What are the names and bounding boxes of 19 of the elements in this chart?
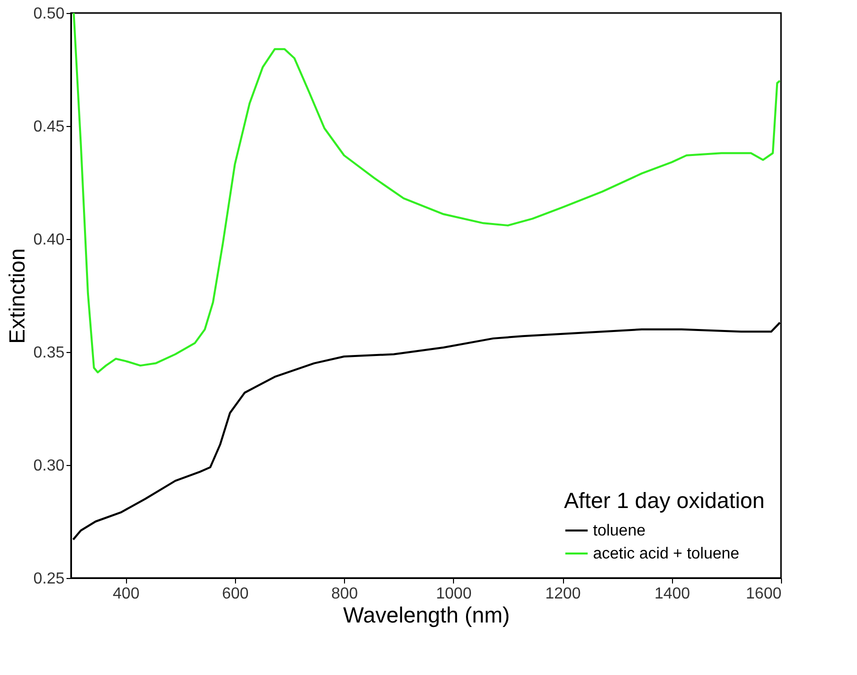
- y-tick-label: 0.45: [33, 118, 65, 136]
- y-tick-label: 0.40: [33, 232, 65, 248]
- x-tick-label: 1400: [654, 586, 690, 602]
- legend-label: toluene: [593, 522, 646, 540]
- y-tick-label: 0.25: [33, 570, 65, 588]
- legend-title: After 1 day oxidation: [564, 488, 765, 513]
- x-tick-label: 1000: [436, 586, 472, 602]
- y-tick-label: 0.35: [33, 344, 65, 362]
- x-tick-label: 1200: [545, 586, 581, 602]
- x-tick-label: 600: [222, 586, 249, 602]
- x-tick-label: 1600: [746, 586, 782, 602]
- x-axis-title: Wavelength (nm): [343, 602, 510, 628]
- x-tick-label: 400: [112, 586, 140, 602]
- y-axis-title: Extinction: [4, 248, 30, 344]
- line-series: [72, 13, 781, 374]
- legend-label: acetic acid + toluene: [593, 546, 740, 562]
- y-tick-label: 0.30: [33, 458, 65, 474]
- y-tick-label: 0.50: [33, 6, 65, 22]
- x-tick-label: 800: [331, 586, 358, 602]
